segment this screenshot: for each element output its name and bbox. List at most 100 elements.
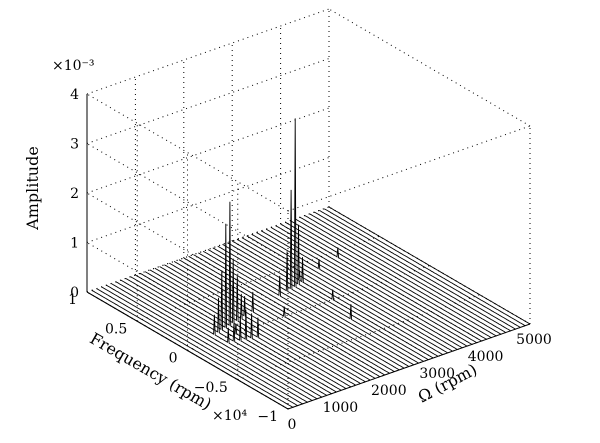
z-tick-label: 4 [70,87,79,103]
slice [149,269,352,388]
axes [86,94,531,410]
slice [256,232,458,350]
x-tick-label: 1000 [323,400,359,416]
z-axis-label: Amplitude [23,146,42,231]
slice-line [314,211,516,330]
slice [231,240,434,359]
grid-line [86,8,330,95]
slice [217,189,419,364]
slice-line [285,221,487,340]
slice [106,284,308,403]
slice-line [91,289,294,408]
y-axis [86,291,289,410]
z-tick-label: 3 [70,137,79,153]
slice-line [110,283,313,401]
slice [265,228,468,347]
grid-line [86,143,289,261]
slice-line [120,279,323,398]
slice-line [328,206,531,325]
slice-line [125,278,327,396]
slice [164,264,366,383]
grid-line [86,58,330,144]
slice-line [231,240,434,359]
slice-line [212,247,415,366]
slice-line [304,215,507,333]
slice [202,250,405,369]
slice [120,279,323,398]
y-tick-label: 0 [169,351,178,367]
slice [323,208,526,327]
slice-line [323,208,526,327]
grid-line [86,93,289,212]
slice-line [144,258,347,390]
slice-line [139,201,342,391]
slice [270,226,473,345]
slice-fill [217,189,419,364]
grid-line [287,125,531,212]
y-tick-label: −0.5 [194,380,228,396]
slice [304,215,507,333]
grid-line [86,157,330,243]
slice-line [256,232,458,350]
z-tick-label: 1 [70,236,79,252]
slice-line [260,230,463,349]
slice-line [135,223,337,393]
slice [110,283,313,401]
slice [222,118,424,362]
slice-line [106,284,308,403]
slice [241,237,444,356]
slice [169,262,371,381]
z-multiplier: ×10⁻³ [52,58,95,74]
slice-line [265,228,468,347]
y-multiplier: ×10⁴ [212,408,248,424]
grid-line [86,107,330,194]
slice-line [251,233,453,352]
slice [280,223,482,342]
slice [188,255,390,374]
slice [236,238,439,357]
slice-line [275,225,478,344]
slice [154,267,357,386]
y-tick-label: 0.5 [105,321,127,337]
slice [290,220,492,339]
slice-line [236,238,439,357]
slice-line [290,220,492,339]
slice-line [130,270,332,395]
slice-line [149,269,352,388]
slice-line [222,118,424,362]
slice [125,278,327,396]
slice-line [241,237,444,356]
slice [207,249,410,367]
slice [314,211,516,330]
slice [285,221,487,340]
slice-line [169,262,371,381]
slice [294,218,497,337]
slice [91,289,294,408]
slice [275,225,478,344]
slice-line [309,213,511,332]
slice-line [217,189,419,364]
x-tick-label: 4000 [468,349,504,365]
slice [96,288,298,407]
slice-line [159,266,361,384]
slice-line [207,249,410,367]
x-tick-label: 5000 [516,332,552,348]
slice [251,233,453,352]
slice [309,213,511,332]
slice [144,258,347,390]
slice [328,206,531,325]
slice [115,281,318,400]
slice-line [101,286,303,405]
slice [260,230,463,349]
x-tick-label: 3000 [419,366,455,382]
slice-line [202,250,405,369]
slice-line [173,261,376,379]
slice [227,224,429,361]
slice-line [188,255,390,374]
x-axis [287,323,531,410]
z-tick-label: 0 [70,285,79,301]
slice [299,216,502,335]
slice [319,209,521,328]
